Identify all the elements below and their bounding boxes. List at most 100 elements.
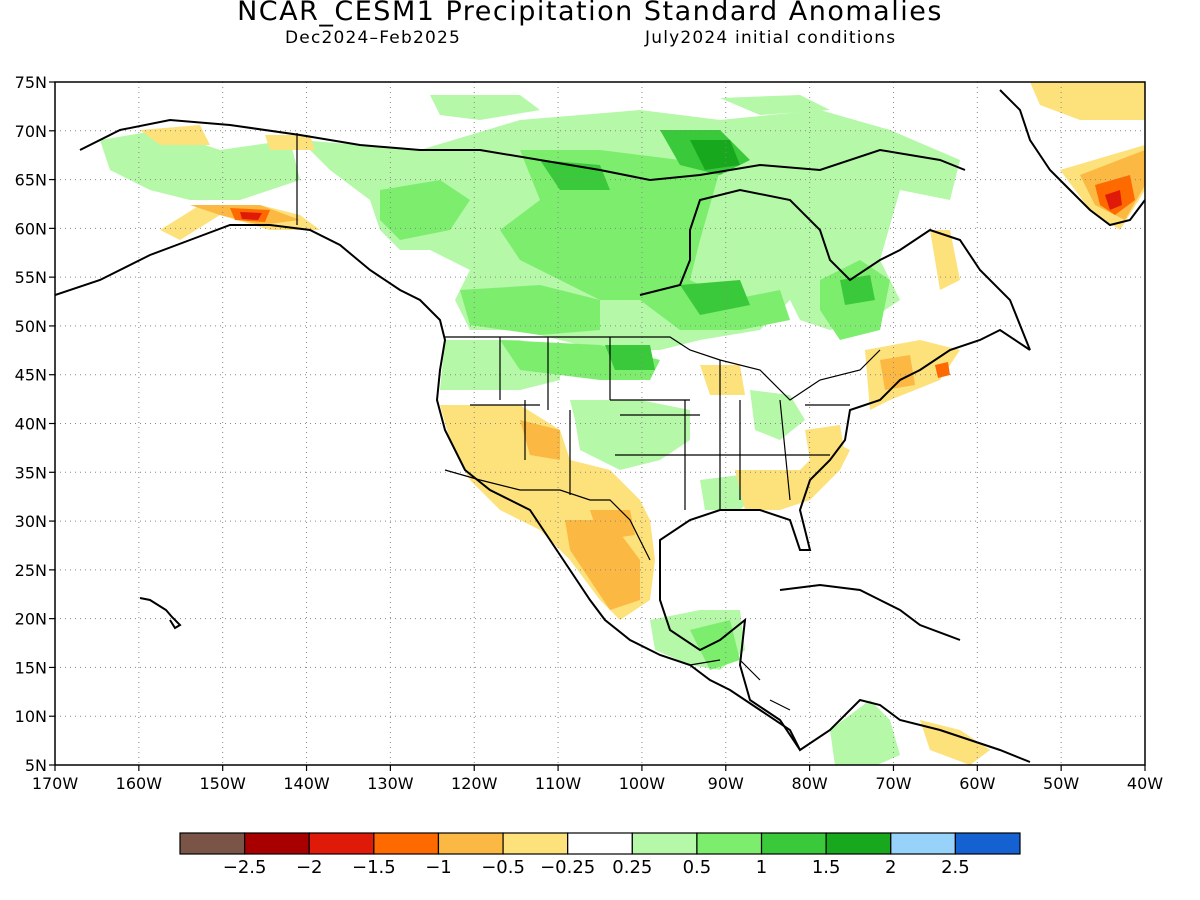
colorbar-swatch — [631, 832, 698, 855]
positive-anomaly-ohio-valley — [750, 390, 805, 440]
lon-tick-label: 90W — [708, 774, 744, 793]
positive-anomaly-arctic — [430, 95, 830, 120]
lat-tick-label: 35N — [15, 463, 47, 482]
lon-tick-label: 140W — [283, 774, 330, 793]
colorbar-swatch — [825, 832, 892, 855]
lat-tick-label: 60N — [15, 219, 47, 238]
colorbar-label: −0.5 — [481, 857, 525, 878]
greenland-coastline — [999, 89, 1145, 227]
anomaly-fill-layer — [100, 82, 1145, 765]
lat-tick-label: 25N — [15, 561, 47, 580]
negative-anomaly-mid-atlantic — [805, 425, 845, 460]
lat-tick-label: 65N — [15, 171, 47, 190]
political-borders — [296, 133, 881, 711]
moderate-negative-anomaly-maine — [880, 355, 915, 390]
lat-tick-label: 50N — [15, 317, 47, 336]
moderate-negative-anomaly-texas — [590, 510, 635, 540]
colorbar-swatch — [437, 832, 504, 855]
colorbar-swatch — [308, 832, 375, 855]
colorbar-label: −0.25 — [540, 857, 595, 878]
lon-tick-label: 120W — [451, 774, 498, 793]
moderate-anomaly-yukon — [380, 180, 470, 240]
colorbar-label: −2 — [296, 857, 323, 878]
negative-anomaly-venezuela — [920, 720, 990, 765]
period-subtitle: Dec2024–Feb2025 — [285, 28, 462, 48]
strong-negative-anomaly-maritimes — [935, 362, 950, 378]
negative-anomaly-labrador — [930, 230, 960, 290]
caribbean-islands-outline — [779, 583, 961, 641]
lat-tick-label: 40N — [15, 415, 47, 434]
strong-anomaly-keewatin — [540, 160, 610, 190]
strong-anomaly-labrador — [840, 275, 875, 305]
colorbar-label: −1 — [425, 857, 452, 878]
chart-title: NCAR_CESM1 Precipitation Standard Anomal… — [237, 0, 943, 27]
north-america-coastline — [55, 224, 1031, 763]
positive-anomaly-colombia — [830, 700, 900, 765]
colorbar-label: −1.5 — [352, 857, 396, 878]
very-strong-negative-anomaly-alaska — [240, 212, 262, 220]
very-strong-negative-anomaly-greenland — [1105, 190, 1122, 210]
lat-tick-label: 75N — [15, 73, 47, 92]
colorbar-label: 0.5 — [683, 857, 712, 878]
very-strong-anomaly-baffin — [690, 140, 740, 170]
us-canada-border — [445, 336, 881, 401]
moderate-anomaly-yucatan — [690, 620, 740, 670]
lon-tick-label: 40W — [1127, 774, 1163, 793]
lon-tick-label: 100W — [619, 774, 666, 793]
moderate-negative-anomaly-mexico — [565, 520, 640, 610]
lon-tick-label: 60W — [959, 774, 995, 793]
init-subtitle: July2024 initial conditions — [645, 28, 897, 48]
lon-tick-label: 160W — [116, 774, 163, 793]
arctic-coastline — [79, 118, 966, 182]
colorbar-swatch — [502, 832, 569, 855]
coastlines — [55, 89, 1145, 763]
lon-tick-label: 170W — [32, 774, 79, 793]
lat-tick-label: 70N — [15, 122, 47, 141]
lat-tick-label: 15N — [15, 658, 47, 677]
colorbar-swatch — [567, 832, 633, 855]
longitude-axis: 170W 160W 150W 140W 130W 120W 110W 100W 90W 80W 70… — [32, 765, 1163, 793]
us-mexico-border — [444, 469, 651, 561]
negative-anomaly-alaska-north — [140, 125, 315, 150]
colorbar-label: 2 — [885, 857, 896, 878]
colorbar-legend: −2.5 −2 −1.5 −1 −0.5 −0.25 0.25 0.5 1 1.5 2 2.5 — [179, 832, 1021, 878]
colorbar-label: 2.5 — [941, 857, 970, 878]
colorbar-label: −2.5 — [223, 857, 267, 878]
strong-anomaly-minnesota — [605, 345, 655, 370]
lon-tick-label: 70W — [875, 774, 911, 793]
hawaii-outline — [139, 597, 182, 630]
colorbar-label: 0.25 — [612, 857, 652, 878]
lat-tick-label: 10N — [15, 707, 47, 726]
strong-anomaly-ontario — [680, 280, 750, 315]
lat-tick-label: 20N — [15, 610, 47, 629]
central-america-borders — [689, 659, 791, 711]
colorbar-label: 1.5 — [812, 857, 841, 878]
lon-tick-label: 150W — [200, 774, 247, 793]
lat-tick-label: 45N — [15, 366, 47, 385]
moderate-negative-anomaly-arizona — [520, 420, 560, 460]
colorbar-swatch — [954, 832, 1021, 855]
colorbar-label: 1 — [756, 857, 767, 878]
moderate-anomaly-prairies — [460, 285, 600, 335]
lon-tick-label: 80W — [792, 774, 828, 793]
positive-anomaly-alaska — [100, 130, 300, 200]
lat-tick-label: 5N — [25, 756, 47, 775]
us-state-borders — [470, 337, 850, 510]
colorbar-swatch — [696, 832, 763, 855]
colorbar-swatch — [760, 832, 827, 855]
moderate-anomaly-hudson — [500, 150, 790, 330]
negative-anomaly-wisconsin — [700, 365, 745, 395]
lon-tick-label: 110W — [535, 774, 582, 793]
lat-tick-label: 55N — [15, 268, 47, 287]
colorbar-swatch — [179, 832, 246, 855]
colorbar-swatch — [890, 832, 956, 855]
gulf-of-mexico-coastline — [659, 328, 1031, 751]
lat-tick-label: 30N — [15, 512, 47, 531]
negative-anomaly-greenland — [1030, 82, 1145, 120]
colorbar-swatch — [373, 832, 440, 855]
lon-tick-label: 50W — [1043, 774, 1079, 793]
hudson-bay-coastline — [639, 188, 1031, 351]
positive-anomaly-plains — [570, 400, 690, 470]
latitude-axis: 75N 70N 65N 60N 55N 50N 45N 40N 35N 30N 25N 20N 15N 1… — [15, 73, 55, 775]
